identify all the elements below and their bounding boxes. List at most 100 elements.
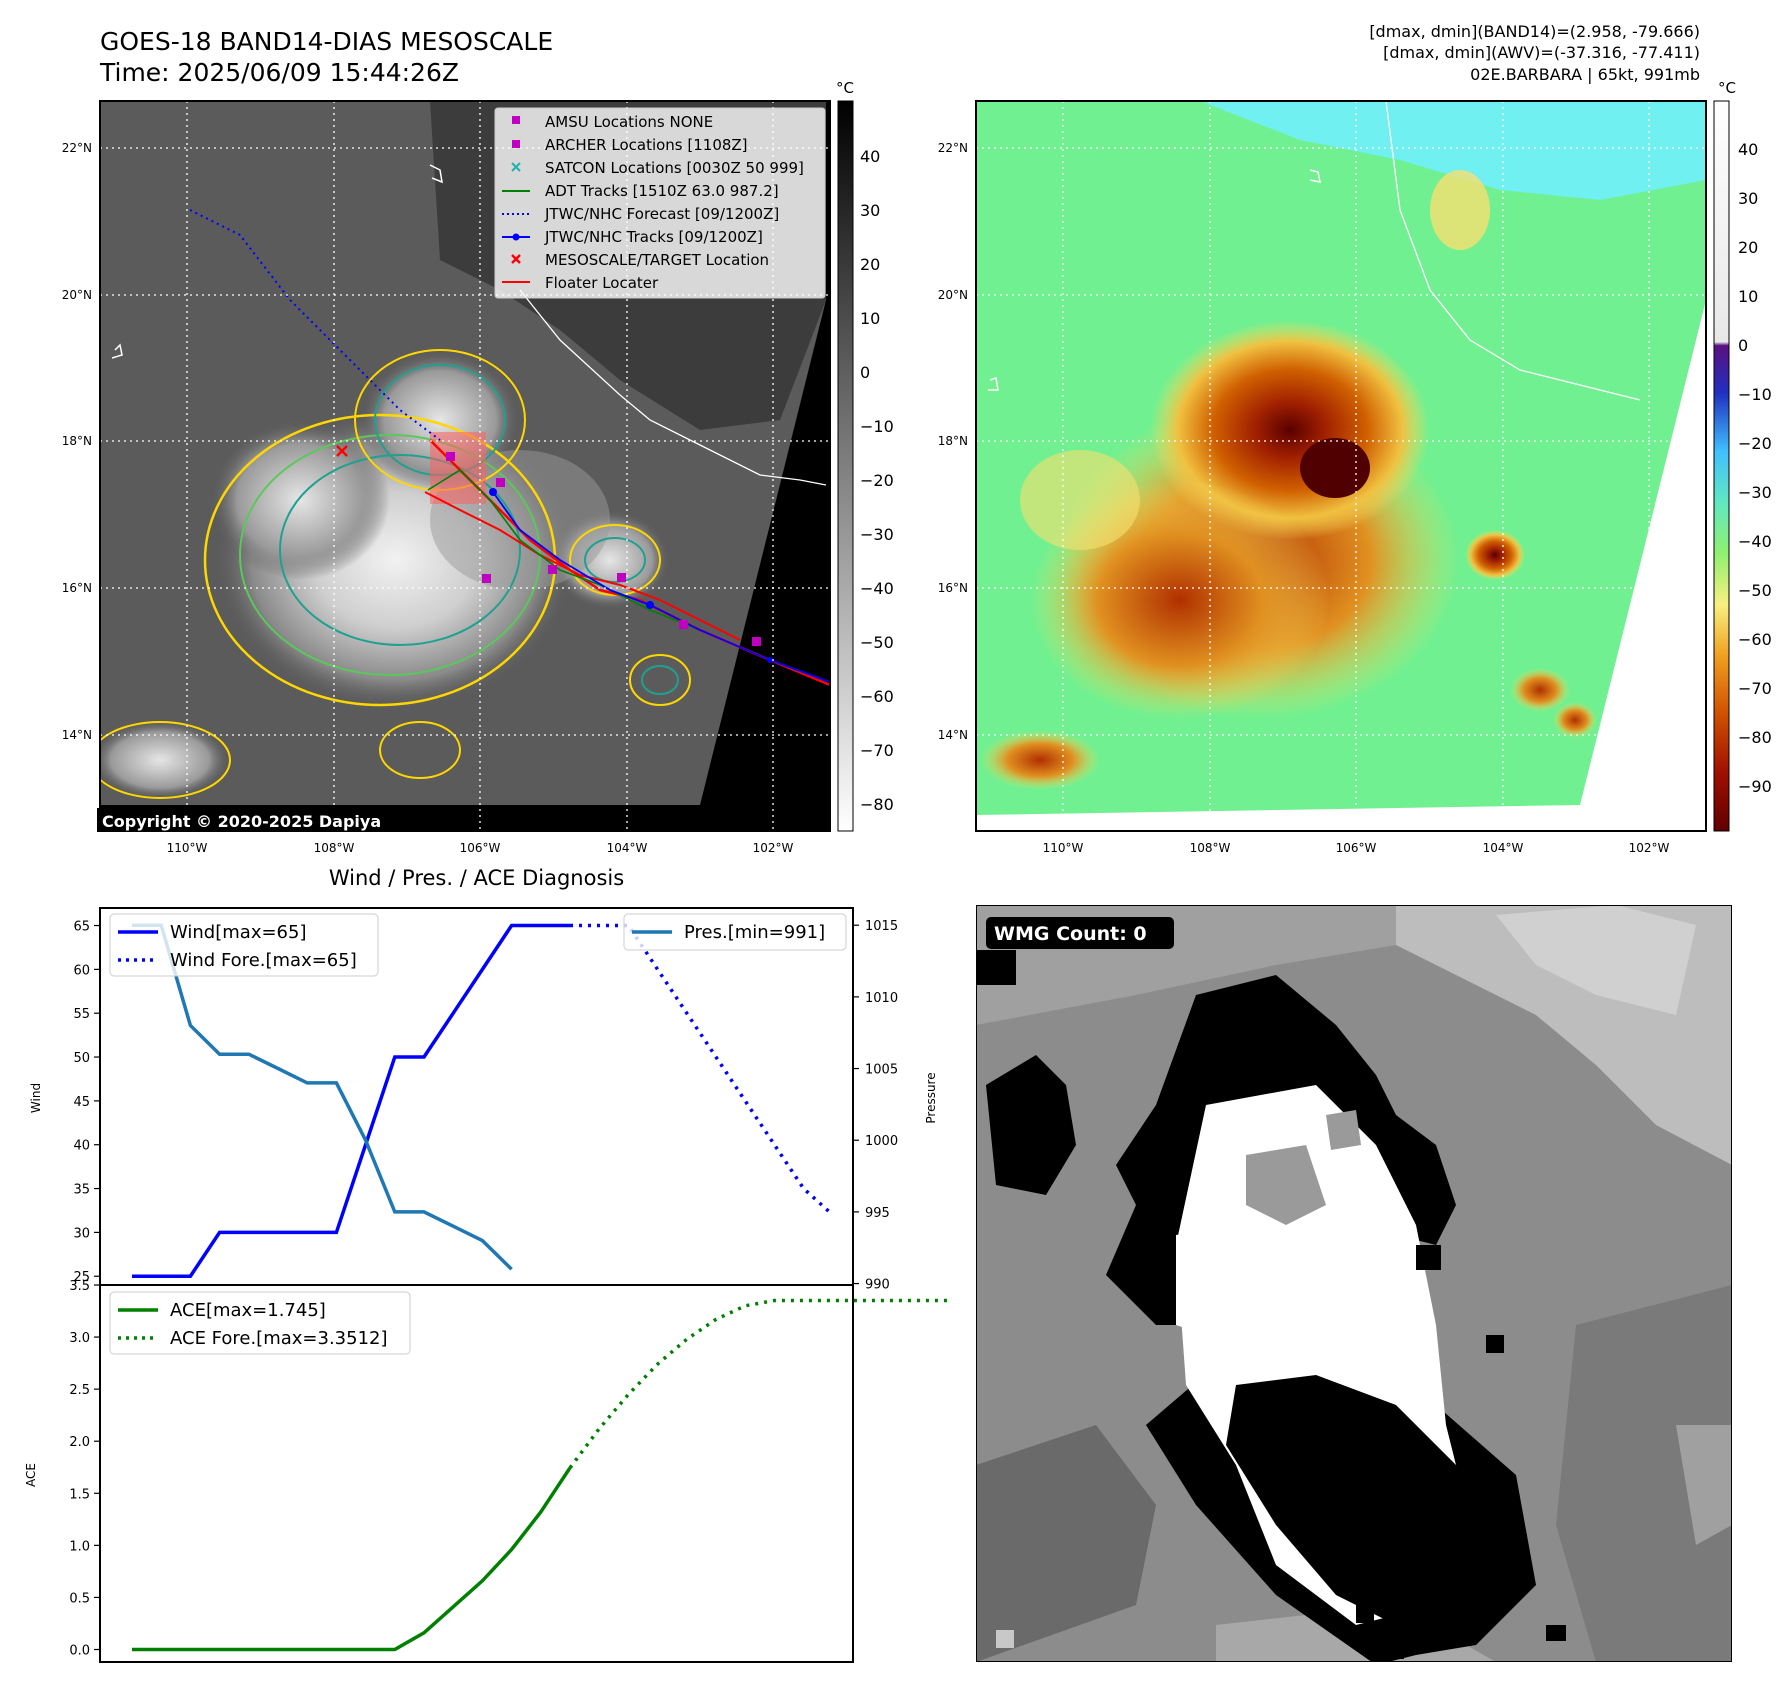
- ace-legend-entry: ACE[max=1.745]: [170, 1300, 326, 1321]
- right-colorbar-tick: −70: [1738, 679, 1772, 698]
- right-colorbar-unit: °C: [1718, 79, 1736, 97]
- wind-series-line-2: [132, 923, 513, 1271]
- wind-series-line-0: [132, 923, 570, 1278]
- ace-axis-label: ACE: [24, 1463, 38, 1487]
- ace-tick-label: 0.0: [69, 1644, 90, 1659]
- wind-tick-label: 40: [73, 1139, 90, 1154]
- left-colorbar-unit: °C: [836, 79, 854, 97]
- left-colorbar-tick: −50: [860, 633, 894, 652]
- wmg-count-label: WMG Count: 0: [994, 923, 1147, 945]
- wind-tick-label: 30: [73, 1226, 90, 1241]
- right-colorbar-tick: 20: [1738, 238, 1758, 257]
- ace-tick-label: 0.5: [69, 1591, 90, 1606]
- copyright-text: Copyright © 2020-2025 Dapiya: [102, 812, 381, 831]
- right-colorbar-tick: −80: [1738, 728, 1772, 747]
- right-lat-label: 14°N: [938, 728, 968, 742]
- diagnosis-chart: 65 60 55 50 45 40 35 30 25 1015 1010 1005 1000 995 99…: [24, 907, 950, 1663]
- left-colorbar-tick: 20: [860, 255, 880, 274]
- right-colorbar-tick: 0: [1738, 336, 1748, 355]
- right-lon-label: 104°W: [1483, 841, 1524, 855]
- legend-marker-icon: [512, 140, 520, 148]
- wmg-image-panel: WMG Count: 0: [976, 905, 1732, 1662]
- right-lat-label: 20°N: [938, 288, 968, 302]
- wind-tick-label: 45: [73, 1095, 90, 1110]
- ace-legend-entry: ACE Fore.[max=3.3512]: [170, 1328, 388, 1349]
- dmax-band14: [dmax, dmin](BAND14)=(2.958, -79.666): [1369, 22, 1700, 41]
- wind-tick-label: 25: [73, 1270, 90, 1285]
- pressure-tick-label: 990: [865, 1278, 890, 1293]
- left-lon-label: 104°W: [607, 841, 648, 855]
- right-map-panel: 22°N 20°N 18°N 16°N 14°N 110°W 108°W 106…: [938, 79, 1772, 855]
- right-colorbar: °C 40 30 20 10 0 −10 −20 −30 −40 −50 −60…: [1713, 79, 1772, 832]
- right-map-imagery: [976, 101, 1706, 831]
- ace-tick-label: 2.5: [69, 1383, 90, 1398]
- legend-marker-icon: [511, 254, 521, 264]
- left-map-legend: AMSU Locations NONE ARCHER Locations [11…: [494, 107, 826, 299]
- ace-tick-label: 1.0: [69, 1539, 90, 1554]
- figure-title: GOES-18 BAND14-DIAS MESOSCALE: [100, 27, 554, 56]
- left-colorbar-tick: −60: [860, 687, 894, 706]
- right-lat-label: 22°N: [938, 141, 968, 155]
- dmax-awv: [dmax, dmin](AWV)=(-37.316, -77.411): [1383, 43, 1700, 62]
- right-lon-label: 102°W: [1629, 841, 1670, 855]
- left-lat-label: 18°N: [62, 434, 92, 448]
- right-colorbar-tick: 10: [1738, 287, 1758, 306]
- left-lon-label: 108°W: [314, 841, 355, 855]
- wind-chart-title: Wind / Pres. / ACE Diagnosis: [328, 866, 625, 890]
- ace-tick-label: 1.5: [69, 1487, 90, 1502]
- wind-series-line-1: [570, 923, 834, 1217]
- left-lon-label: 102°W: [753, 841, 794, 855]
- copyright-box: [97, 808, 409, 832]
- wind-tick-label: 35: [73, 1183, 90, 1198]
- right-colorbar-tick: −90: [1738, 777, 1772, 796]
- pressure-tick-label: 1015: [865, 919, 898, 934]
- right-lon-label: 110°W: [1043, 841, 1084, 855]
- left-colorbar-tick: −40: [860, 579, 894, 598]
- right-colorbar-tick: −30: [1738, 483, 1772, 502]
- right-colorbar-tick: −50: [1738, 581, 1772, 600]
- right-colorbar-tick: −60: [1738, 630, 1772, 649]
- left-colorbar-tick: −30: [860, 525, 894, 544]
- left-colorbar: °C 40 30 20 10 0 −10 −20 −30 −40 −50 −60…: [836, 79, 894, 832]
- right-colorbar-tick: −20: [1738, 434, 1772, 453]
- legend-entry: ARCHER Locations [1108Z]: [545, 136, 748, 154]
- wind-legend: Wind[max=65] Wind Fore.[max=65]: [109, 913, 379, 977]
- left-colorbar-tick: 0: [860, 363, 870, 382]
- legend-entry: MESOSCALE/TARGET Location: [545, 251, 769, 269]
- legend-marker-icon: [512, 116, 520, 124]
- pressure-tick-label: 1010: [865, 991, 898, 1006]
- legend-entry: SATCON Locations [0030Z 50 999]: [545, 159, 804, 177]
- ace-series-line-0: [132, 1466, 572, 1652]
- ace-series-line-1: [568, 1298, 950, 1469]
- left-colorbar-tick: 30: [860, 201, 880, 220]
- left-lat-label: 20°N: [62, 288, 92, 302]
- right-colorbar-tick: −40: [1738, 532, 1772, 551]
- wind-tick-label: 65: [73, 920, 90, 935]
- left-colorbar-tick: −80: [860, 795, 894, 814]
- storm-info: 02E.BARBARA | 65kt, 991mb: [1470, 65, 1700, 84]
- figure-time: Time: 2025/06/09 15:44:26Z: [100, 58, 459, 87]
- right-colorbar-tick: 40: [1738, 140, 1758, 159]
- pressure-axis-label: Pressure: [924, 1072, 938, 1123]
- left-colorbar-tick: −70: [860, 741, 894, 760]
- wind-tick-label: 55: [73, 1007, 90, 1022]
- pressure-tick-label: 1000: [865, 1134, 898, 1149]
- legend-entry: JTWC/NHC Tracks [09/1200Z]: [544, 228, 763, 246]
- left-colorbar-tick: 40: [860, 147, 880, 166]
- legend-entry: ADT Tracks [1510Z 63.0 987.2]: [545, 182, 779, 200]
- legend-marker-icon: [502, 233, 530, 241]
- left-map-panel: 22°N 20°N 18°N 16°N 14°N 110°W 108°W 106…: [62, 79, 894, 855]
- left-lat-label: 16°N: [62, 581, 92, 595]
- right-colorbar-tick: −10: [1738, 385, 1772, 404]
- ace-tick-label: 3.5: [69, 1279, 90, 1294]
- wind-axis-label: Wind: [29, 1083, 43, 1113]
- legend-entry: JTWC/NHC Forecast [09/1200Z]: [544, 205, 779, 223]
- pressure-tick-label: 995: [865, 1206, 890, 1221]
- pressure-legend: Pres.[min=991]: [623, 913, 847, 951]
- right-lon-label: 108°W: [1190, 841, 1231, 855]
- left-lon-label: 106°W: [460, 841, 501, 855]
- wmg-count-box: [986, 917, 1174, 949]
- ace-tick-label: 2.0: [69, 1435, 90, 1450]
- wmg-imagery: [976, 905, 1732, 1662]
- pressure-legend-entry: Pres.[min=991]: [684, 922, 825, 943]
